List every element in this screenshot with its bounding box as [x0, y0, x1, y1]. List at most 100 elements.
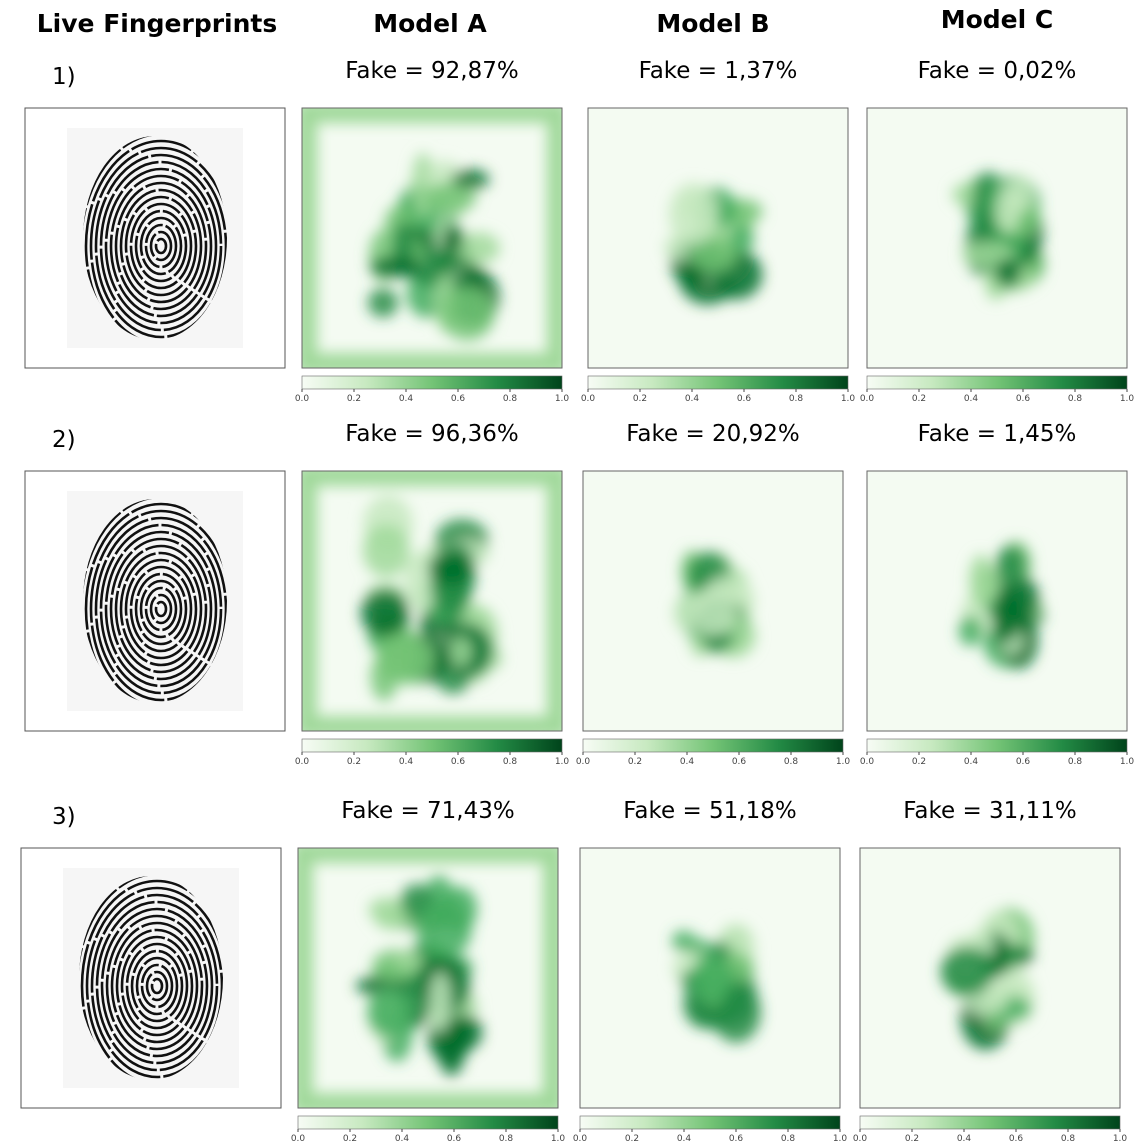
colorbar-tick-label: 0.6 — [729, 1134, 744, 1143]
heat-blob — [452, 169, 490, 189]
colorbar-tick-label: 1.0 — [833, 1134, 848, 1143]
colorbar-tick-label: 0.4 — [399, 757, 414, 767]
colorbar-tick-label: 0.0 — [291, 1134, 306, 1143]
colorbar-tick-label: 0.6 — [451, 394, 466, 404]
colorbar — [580, 1116, 840, 1129]
heat-blob — [363, 524, 410, 577]
colorbar-tick-label: 0.2 — [633, 394, 647, 404]
heat-blob — [691, 955, 732, 1003]
heat-blob — [994, 582, 1020, 643]
fingerprint — [25, 462, 285, 756]
heatmap — [302, 471, 562, 731]
heat-blob — [417, 900, 472, 959]
heat-blob — [969, 554, 994, 607]
colorbar-tick-label: 0.8 — [503, 757, 518, 767]
colorbar-tick-label: 0.8 — [784, 757, 799, 767]
colorbar-tick-label: 1.0 — [1113, 1134, 1128, 1143]
heat-blob — [691, 586, 736, 636]
heat-blob — [370, 256, 422, 278]
heatmap — [867, 108, 1127, 368]
fake-score: Fake = 31,11% — [903, 798, 1076, 824]
colorbar-tick-label: 1.0 — [555, 394, 570, 404]
colorbar-tick-label: 0.4 — [957, 1134, 972, 1143]
fake-score: Fake = 0,02% — [918, 58, 1077, 84]
colorbar-tick-label: 0.8 — [1061, 1134, 1076, 1143]
fake-score: Fake = 92,87% — [345, 58, 518, 84]
colorbar-tick-label: 0.4 — [399, 394, 414, 404]
colorbar — [867, 376, 1127, 389]
heat-blob — [396, 951, 423, 971]
fake-score: Fake = 1,45% — [918, 421, 1077, 447]
column-header: Model C — [941, 5, 1054, 34]
colorbar — [867, 739, 1127, 752]
heat-blob — [730, 224, 754, 253]
colorbar-tick-label: 0.2 — [347, 757, 361, 767]
figure: Live Fingerprints Model A Model B Model … — [0, 0, 1135, 1143]
heat-blob — [672, 931, 696, 952]
colorbar-tick-label: 0.4 — [685, 394, 700, 404]
heatmap — [580, 848, 840, 1108]
heat-blob — [442, 225, 463, 250]
colorbar-tick-label: 0.2 — [625, 1134, 639, 1143]
heatmap — [298, 848, 558, 1108]
heat-blob — [959, 616, 983, 647]
colorbar-tick-label: 0.2 — [343, 1134, 357, 1143]
heat-blob — [429, 971, 450, 1032]
colorbar-tick-label: 0.2 — [912, 757, 926, 767]
fingerprint — [21, 839, 281, 1133]
colorbar — [302, 739, 562, 752]
colorbar-tick-label: 0.0 — [573, 1134, 588, 1143]
colorbar-tick-label: 1.0 — [836, 757, 851, 767]
colorbar — [302, 376, 562, 389]
heatmap — [583, 471, 843, 731]
fake-score: Fake = 96,36% — [345, 421, 518, 447]
panels: 1) Fake = 92,87% 0.0 0.2 0.4 0.6 0.8 1.0 Fake = … — [21, 58, 1134, 1143]
row-label: 3) — [52, 804, 76, 830]
heat-blob — [375, 908, 410, 930]
colorbar-tick-label: 0.4 — [680, 757, 695, 767]
heat-blob — [361, 589, 410, 637]
colorbar-tick-label: 0.4 — [395, 1134, 410, 1143]
colorbar-tick-label: 0.2 — [347, 394, 361, 404]
column-header: Live Fingerprints — [37, 9, 278, 38]
colorbar-tick-label: 0.4 — [964, 757, 979, 767]
heat-blob — [450, 637, 472, 667]
heat-blob — [368, 288, 398, 317]
heat-blob — [941, 947, 995, 996]
column-header: Model B — [656, 9, 769, 38]
heat-blob — [440, 287, 494, 341]
colorbar-tick-label: 0.4 — [964, 394, 979, 404]
colorbar-tick-label: 0.0 — [581, 394, 596, 404]
colorbar — [583, 739, 843, 752]
colorbar-tick-label: 0.2 — [912, 394, 926, 404]
row-label: 1) — [52, 64, 76, 90]
heat-blob — [367, 988, 412, 1038]
colorbar-tick-label: 0.8 — [781, 1134, 796, 1143]
colorbar-tick-label: 0.0 — [860, 757, 875, 767]
colorbar-tick-label: 0.8 — [503, 394, 518, 404]
colorbar-tick-label: 0.8 — [789, 394, 804, 404]
colorbar-tick-label: 0.6 — [737, 394, 752, 404]
colorbar-tick-label: 0.6 — [732, 757, 747, 767]
column-header: Model A — [373, 9, 487, 38]
fake-score: Fake = 1,37% — [639, 58, 798, 84]
colorbar-tick-label: 0.0 — [860, 394, 875, 404]
heat-blob — [996, 546, 1026, 584]
colorbar-tick-label: 0.6 — [1016, 394, 1031, 404]
heat-blob — [428, 551, 474, 585]
colorbar-tick-label: 0.0 — [853, 1134, 868, 1143]
colorbar-tick-label: 1.0 — [555, 757, 570, 767]
colorbar — [860, 1116, 1120, 1129]
heat-blob — [669, 183, 718, 246]
colorbar — [588, 376, 848, 389]
colorbar-tick-label: 0.0 — [295, 394, 310, 404]
fake-score: Fake = 20,92% — [626, 421, 799, 447]
colorbar-tick-label: 0.8 — [1068, 757, 1083, 767]
heatmap — [867, 471, 1127, 731]
row-label: 2) — [52, 427, 76, 453]
colorbar-tick-label: 0.0 — [576, 757, 591, 767]
colorbar-tick-label: 1.0 — [1120, 394, 1135, 404]
colorbar-tick-label: 1.0 — [551, 1134, 566, 1143]
colorbar-tick-label: 0.4 — [677, 1134, 692, 1143]
colorbar-tick-label: 0.6 — [1016, 757, 1031, 767]
